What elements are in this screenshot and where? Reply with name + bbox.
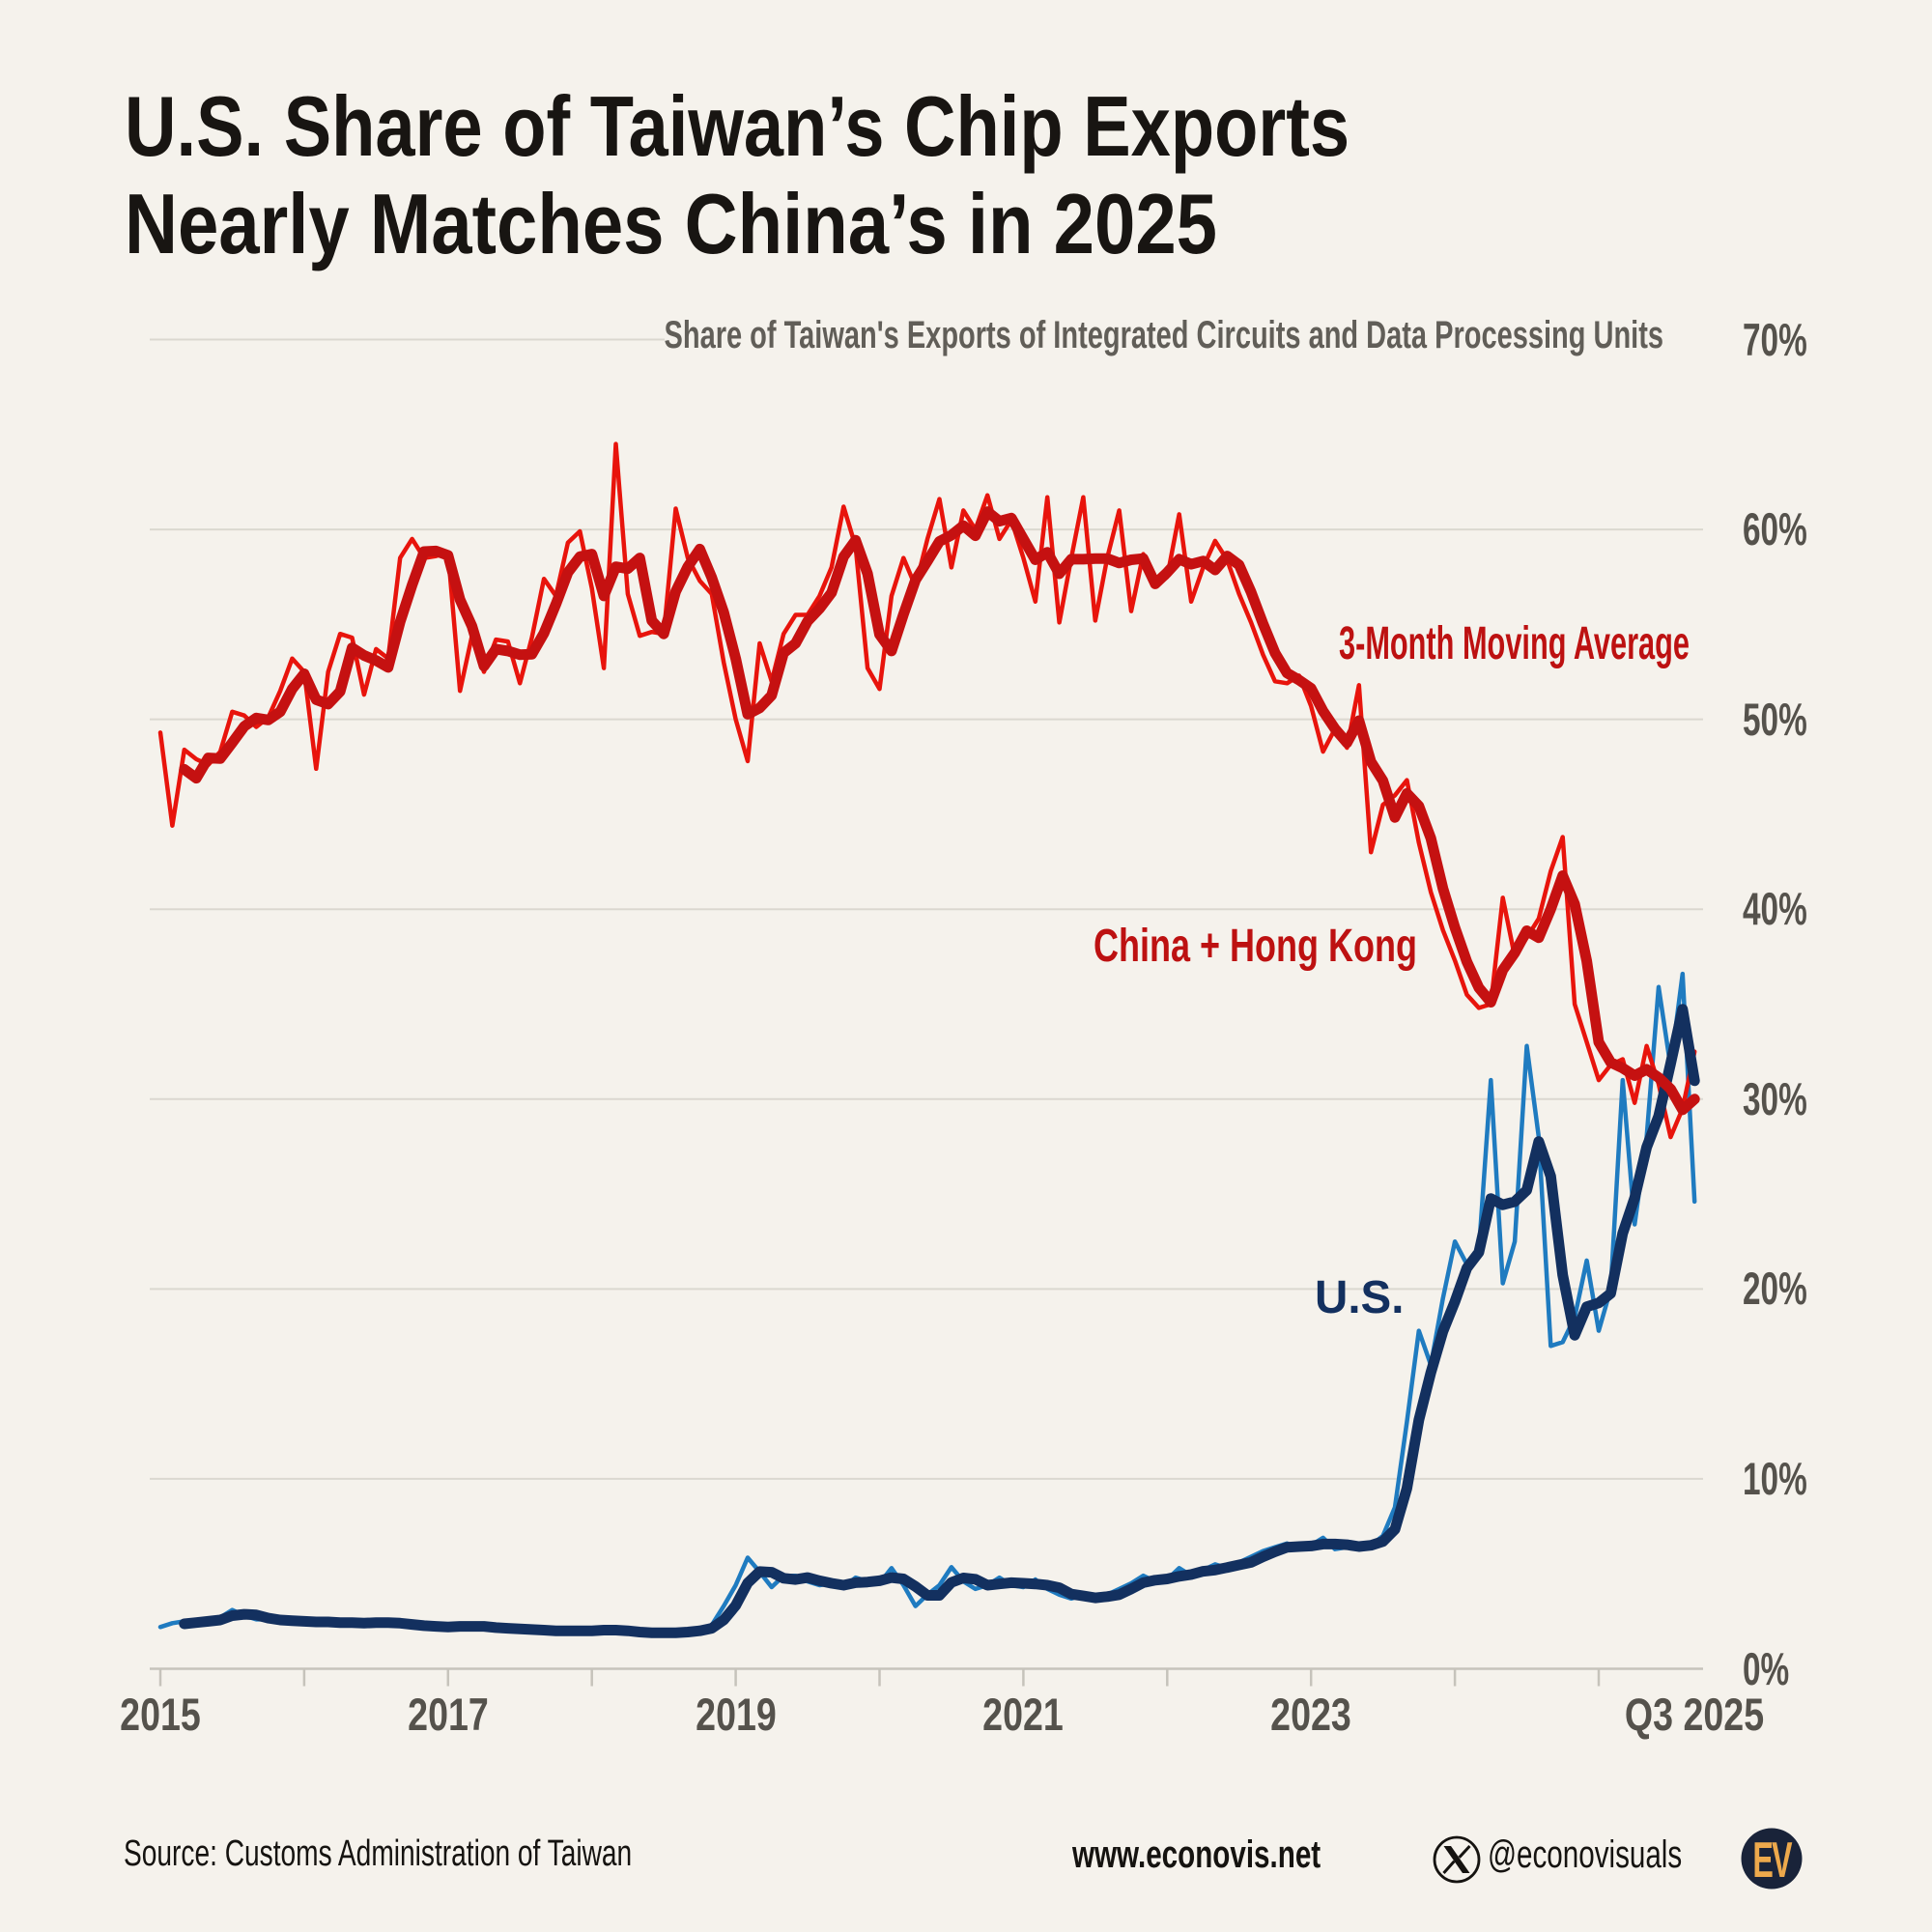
svg-text:EV: EV	[1752, 1833, 1792, 1889]
